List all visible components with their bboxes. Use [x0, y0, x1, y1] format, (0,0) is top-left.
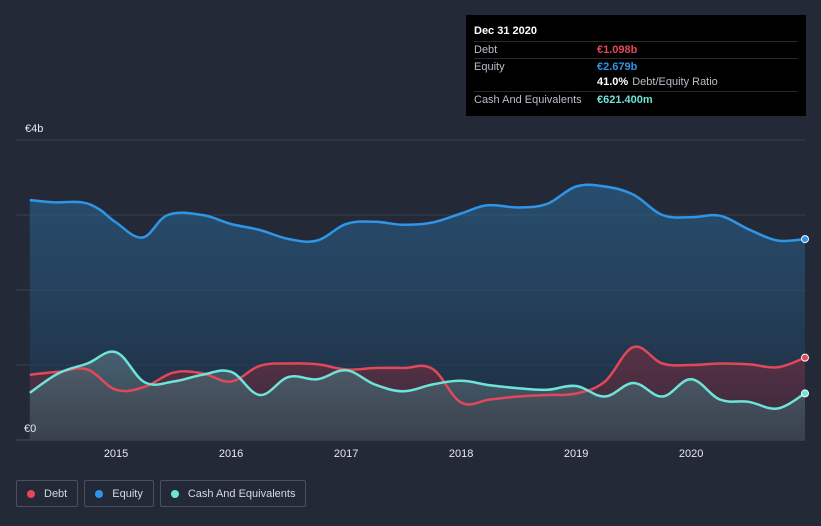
- tooltip-debt-value: €1.098b: [597, 44, 638, 56]
- legend-cash-toggle[interactable]: Cash And Equivalents: [159, 480, 307, 507]
- tooltip-debt-label: Debt: [474, 44, 498, 56]
- tooltip-ratio-row: 41.0% Debt/Equity Ratio: [474, 74, 798, 91]
- equity-dot-icon: [95, 489, 104, 498]
- cash-area: [29, 351, 806, 440]
- x-tick-label: 2018: [449, 448, 473, 460]
- x-tick-label: 2020: [679, 448, 703, 460]
- chart-tooltip: Dec 31 2020 Debt €1.098b Equity €2.679b …: [466, 15, 806, 116]
- y-axis-min-label: €0: [24, 423, 37, 435]
- x-tick-label: 2015: [104, 448, 128, 460]
- x-axis-ticks: 2015 2016 2017 2018 2019 2020: [104, 448, 704, 460]
- tooltip-equity-row: Equity €2.679b: [474, 57, 798, 75]
- debt-end-point: [801, 353, 809, 362]
- area-fills: [29, 184, 806, 440]
- tooltip-equity-value: €2.679b: [597, 60, 638, 73]
- chart-legend: Debt Equity Cash And Equivalents: [16, 480, 307, 507]
- debt-dot-icon: [27, 489, 35, 498]
- series-lines: [29, 183, 806, 410]
- cash-dot-icon: [170, 489, 179, 498]
- legend-equity-label: Equity: [112, 487, 143, 500]
- tooltip-cash-value: €621.400m: [597, 93, 653, 106]
- legend-debt-label: Debt: [44, 487, 68, 500]
- x-tick-label: 2019: [564, 448, 588, 460]
- x-tick-label: 2016: [219, 448, 243, 460]
- cash-end-point: [801, 389, 809, 398]
- legend-debt-toggle[interactable]: Debt: [16, 480, 79, 507]
- tooltip-debt-row: Debt €1.098b: [474, 41, 798, 58]
- x-tick-label: 2017: [334, 448, 358, 460]
- tooltip-equity-label: Equity: [474, 60, 505, 73]
- tooltip-ratio-value: 41.0%: [597, 76, 629, 88]
- debt-line: [29, 345, 806, 406]
- equity-line: [29, 183, 806, 243]
- end-markers: [801, 235, 809, 398]
- legend-cash-label: Cash And Equivalents: [187, 487, 296, 500]
- cash-line: [29, 350, 806, 410]
- legend-equity-toggle[interactable]: Equity: [84, 480, 154, 507]
- tooltip-ratio-label: Debt/Equity Ratio: [632, 76, 718, 88]
- equity-end-point: [801, 235, 809, 244]
- tooltip-cash-row: Cash And Equivalents €621.400m: [474, 90, 798, 108]
- tooltip-date: Dec 31 2020: [474, 25, 537, 37]
- y-axis-max-label: €4b: [25, 123, 44, 135]
- tooltip-cash-label: Cash And Equivalents: [474, 93, 582, 106]
